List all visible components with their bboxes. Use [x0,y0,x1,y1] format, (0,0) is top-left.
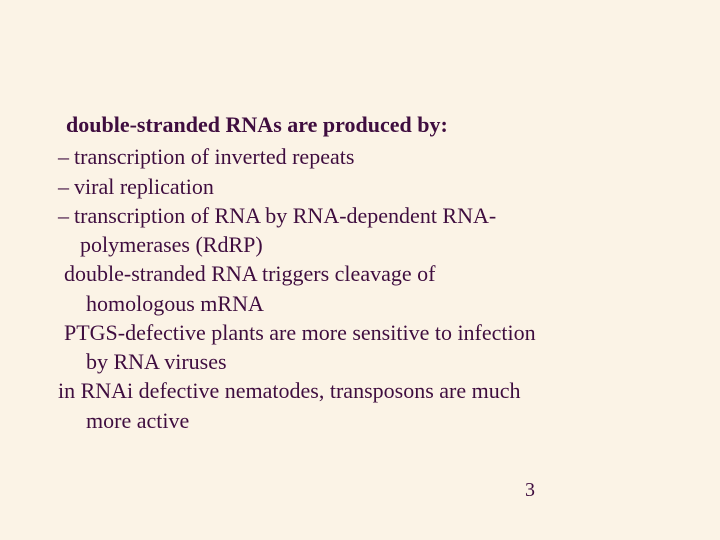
bullet-text: transcription of RNA by RNA-dependent RN… [74,201,496,230]
paragraph-continuation: homologous mRNA [58,289,660,318]
paragraph-line: double-stranded RNA triggers cleavage of [58,259,660,288]
paragraph-continuation: by RNA viruses [58,347,660,376]
bullet-text: viral replication [74,172,214,201]
paragraph-line: in RNAi defective nematodes, transposons… [58,376,660,405]
bullet-dash: – [58,201,74,230]
bullet-item: – viral replication [58,172,660,201]
bullet-item: – transcription of inverted repeats [58,142,660,171]
bullet-dash: – [58,172,74,201]
page-number: 3 [525,479,535,502]
bullet-dash: – [58,142,74,171]
bullet-item: – transcription of RNA by RNA-dependent … [58,201,660,230]
paragraph-continuation: more active [58,406,660,435]
bullet-continuation: polymerases (RdRP) [58,230,660,259]
paragraph-line: PTGS-defective plants are more sensitive… [58,318,660,347]
slide-body: double-stranded RNAs are produced by: – … [0,0,720,475]
heading: double-stranded RNAs are produced by: [66,110,660,139]
bullet-text: transcription of inverted repeats [74,142,354,171]
